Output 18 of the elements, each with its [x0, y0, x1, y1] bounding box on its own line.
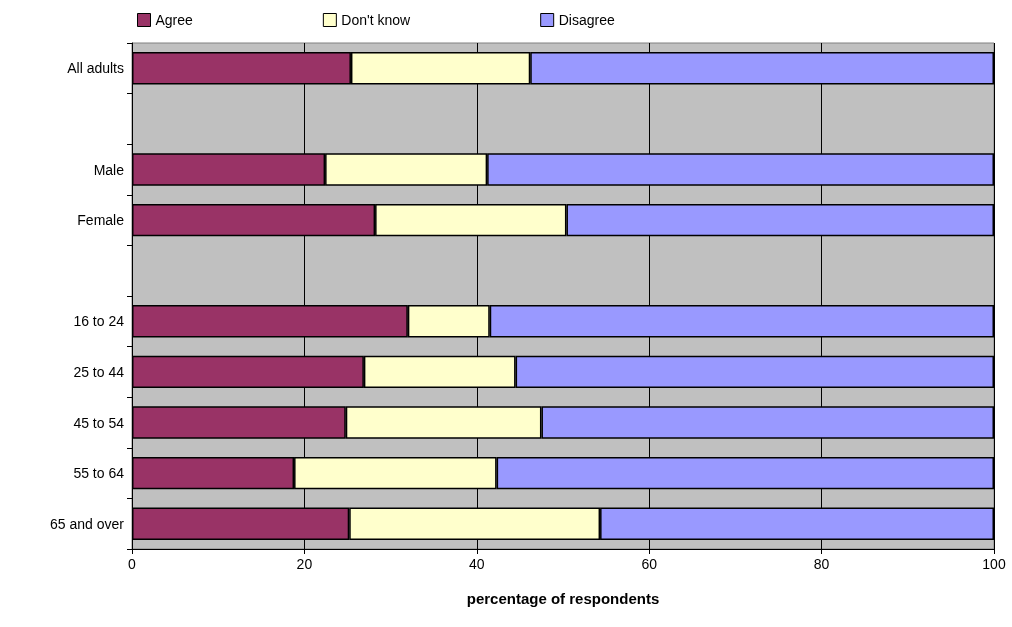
y-tick-label: All adults	[67, 60, 124, 77]
x-tick-label: 0	[128, 556, 137, 572]
y-tick-label: 55 to 64	[73, 465, 125, 482]
y-tick-label: 25 to 44	[73, 363, 125, 380]
y-tick-label: Male	[93, 161, 125, 178]
y-tick-label: 16 to 24	[73, 313, 125, 330]
x-tick-label: 80	[813, 556, 830, 572]
x-tick-label: 60	[641, 556, 658, 572]
x-tick-label: 100	[982, 556, 1006, 572]
x-axis-title: percentage of respondents	[466, 590, 660, 607]
x-tick-label: 20	[296, 556, 313, 572]
y-tick-label: Female	[77, 212, 125, 229]
y-tick-label: 45 to 54	[73, 414, 125, 431]
y-tick-label: 65 and over	[50, 515, 125, 532]
legend-label: Agree	[155, 12, 194, 28]
legend-label: Don't know	[341, 12, 412, 28]
legend-label: Disagree	[558, 12, 615, 28]
x-tick-label: 40	[469, 556, 485, 572]
